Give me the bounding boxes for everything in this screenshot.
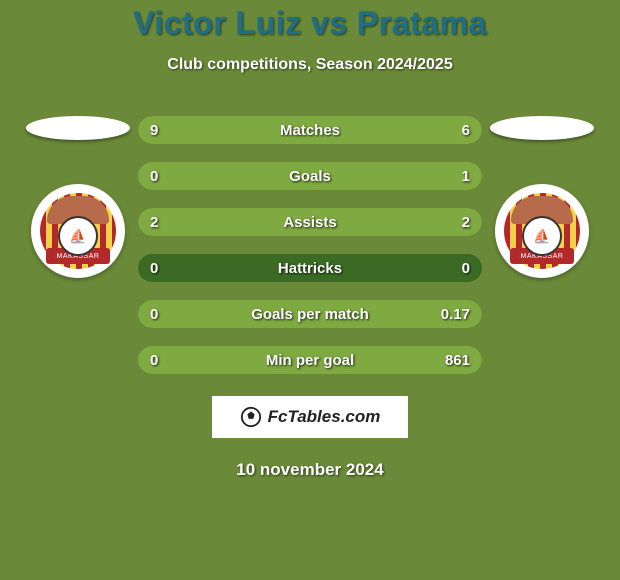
player-silhouette-right — [490, 116, 594, 140]
stat-value-left: 9 — [150, 122, 158, 139]
badge-center-icon: ⛵ — [522, 216, 562, 256]
stat-bar: 9 6 Matches — [138, 116, 482, 144]
stat-value-left: 0 — [150, 352, 158, 369]
brand-text: FcTables.com — [268, 407, 381, 427]
stat-bar: 2 2 Assists — [138, 208, 482, 236]
page-title: Victor Luiz vs Pratama — [133, 5, 487, 42]
left-club-badge: ⛵ MAKASSAR — [31, 184, 125, 278]
footer-date: 10 november 2024 — [236, 460, 383, 480]
brand-box: FcTables.com — [212, 396, 409, 438]
stat-bar: 0 1 Goals — [138, 162, 482, 190]
stat-value-left: 0 — [150, 168, 158, 185]
stat-bar: 0 0 Hattricks — [138, 254, 482, 282]
stat-value-right: 0.17 — [441, 306, 470, 323]
right-club-badge: ⛵ MAKASSAR — [495, 184, 589, 278]
soccer-icon — [240, 406, 262, 428]
stat-value-right: 6 — [462, 122, 470, 139]
stat-value-left: 0 — [150, 306, 158, 323]
left-player-col: ⛵ MAKASSAR — [18, 116, 138, 278]
stat-value-left: 0 — [150, 260, 158, 277]
badge-inner: ⛵ MAKASSAR — [40, 193, 116, 269]
badge-inner: ⛵ MAKASSAR — [504, 193, 580, 269]
stat-bars: 9 6 Matches 0 1 Goals 2 2 Assists 0 0 Hattricks 0 0.1… — [138, 116, 482, 374]
player-silhouette-left — [26, 116, 130, 140]
stat-value-right: 1 — [462, 168, 470, 185]
stat-bar: 0 861 Min per goal — [138, 346, 482, 374]
stat-label: Assists — [283, 214, 336, 231]
stat-label: Hattricks — [278, 260, 342, 277]
stat-value-right: 0 — [462, 260, 470, 277]
stat-bar: 0 0.17 Goals per match — [138, 300, 482, 328]
subtitle: Club competitions, Season 2024/2025 — [167, 56, 452, 74]
stat-label: Min per goal — [266, 352, 354, 369]
stat-label: Matches — [280, 122, 340, 139]
comparison-row: ⛵ MAKASSAR 9 6 Matches 0 1 Goals 2 2 Assists 0 0 Ha… — [0, 116, 620, 374]
comparison-card: Victor Luiz vs Pratama Club competitions… — [0, 0, 620, 580]
stat-label: Goals — [289, 168, 331, 185]
stat-value-right: 2 — [462, 214, 470, 231]
stat-label: Goals per match — [251, 306, 369, 323]
right-player-col: ⛵ MAKASSAR — [482, 116, 602, 278]
stat-value-right: 861 — [445, 352, 470, 369]
stat-value-left: 2 — [150, 214, 158, 231]
badge-center-icon: ⛵ — [58, 216, 98, 256]
